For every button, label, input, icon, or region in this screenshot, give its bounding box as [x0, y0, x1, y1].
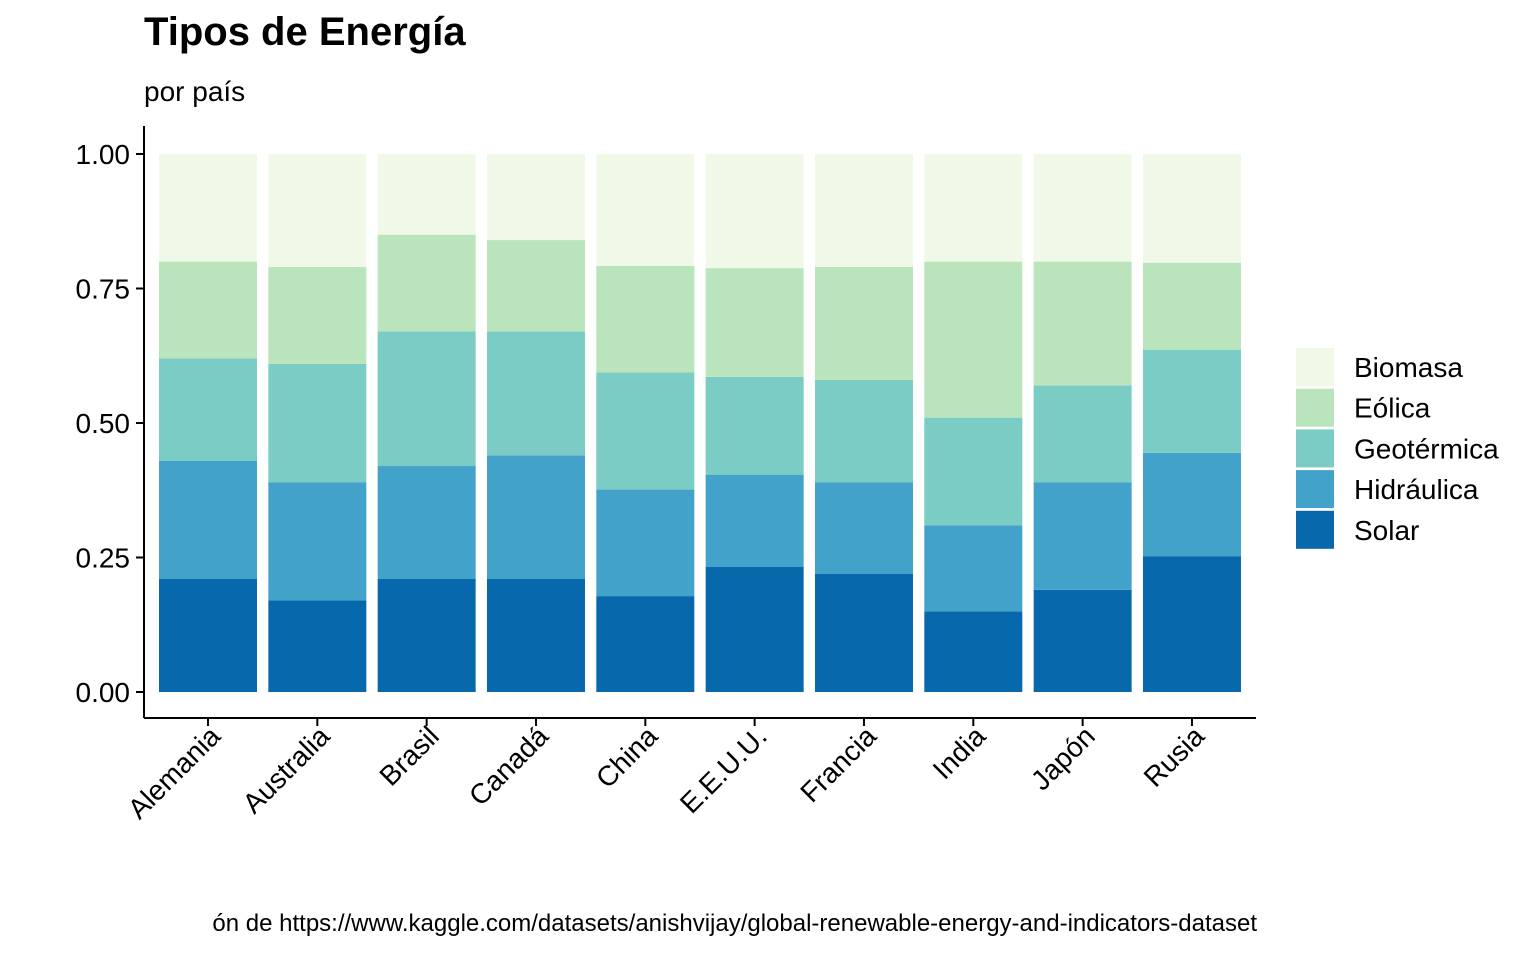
bar-segment-biomasa-rusia — [1142, 154, 1241, 263]
bar-segment-solar-australia — [268, 600, 367, 692]
bar-segment-biomasa-india — [924, 154, 1023, 262]
bar-segment-hidráulica-japón — [1033, 482, 1132, 590]
bar-segment-hidráulica-australia — [268, 482, 367, 601]
bar-segment-hidráulica-francia — [814, 482, 913, 574]
x-tick-label: Australia — [237, 720, 336, 819]
bar-segment-solar-japón — [1033, 589, 1132, 692]
legend-label: Biomasa — [1354, 352, 1463, 383]
legend-label: Geotérmica — [1354, 433, 1499, 464]
legend-key-biomasa — [1296, 348, 1334, 386]
bar-segment-biomasa-alemania — [159, 154, 257, 262]
y-tick-label: 0.00 — [76, 677, 131, 708]
bar-segment-geotérmica-india — [924, 417, 1023, 526]
legend-key-geotérmica — [1296, 429, 1334, 468]
bar-segment-geotérmica-rusia — [1142, 349, 1241, 453]
bar-segment-solar-rusia — [1142, 556, 1241, 692]
bar-segment-eólica-japón — [1033, 261, 1132, 386]
chart-subtitle: por país — [144, 76, 246, 107]
bar-segment-eólica-e.e.u.u. — [705, 268, 804, 377]
x-tick-label: E.E.U.U. — [674, 720, 773, 819]
bar-segment-biomasa-japón — [1033, 154, 1132, 262]
bar-segment-hidráulica-india — [924, 525, 1023, 612]
y-tick-label: 0.50 — [76, 408, 131, 439]
bar-segment-eólica-alemania — [159, 261, 257, 359]
bar-segment-biomasa-canadá — [486, 154, 585, 241]
bar-segment-hidráulica-alemania — [159, 460, 257, 580]
bar-segment-solar-china — [596, 596, 695, 692]
y-tick-label: 0.25 — [76, 543, 131, 574]
legend-label: Hidráulica — [1354, 474, 1479, 505]
bar-segment-solar-alemania — [159, 579, 257, 692]
bar-segment-eólica-francia — [814, 266, 913, 380]
bar-segment-solar-e.e.u.u. — [705, 567, 804, 692]
x-tick-label: Japón — [1025, 720, 1101, 796]
legend-label: Eólica — [1354, 393, 1431, 424]
bar-segment-biomasa-e.e.u.u. — [705, 154, 804, 269]
bar-segment-geotérmica-brasil — [377, 331, 476, 467]
bar-segment-geotérmica-japón — [1033, 385, 1132, 483]
bar-segment-geotérmica-francia — [814, 379, 913, 483]
x-tick-label: Rusia — [1138, 720, 1211, 793]
y-tick-label: 0.75 — [76, 274, 131, 305]
bar-segment-geotérmica-canadá — [486, 331, 585, 456]
bars-layer — [159, 154, 1241, 692]
bar-segment-hidráulica-canadá — [486, 455, 585, 580]
y-tick-label: 1.00 — [76, 139, 131, 170]
bar-segment-solar-canadá — [486, 579, 585, 692]
legend-key-eólica — [1296, 388, 1334, 427]
bar-segment-hidráulica-e.e.u.u. — [705, 474, 804, 568]
legend-key-hidráulica — [1296, 470, 1334, 509]
bar-segment-biomasa-china — [596, 154, 695, 266]
bar-segment-geotérmica-china — [596, 372, 695, 490]
chart-title: Tipos de Energía — [144, 10, 466, 54]
x-tick-label: Alemania — [122, 720, 227, 825]
bar-segment-eólica-canadá — [486, 240, 585, 332]
bar-segment-hidráulica-china — [596, 489, 695, 597]
legend: Biomasa Eólica Geotérmica Hidráulica Solar — [1296, 348, 1499, 549]
x-tick-label: India — [927, 720, 992, 785]
x-tick-label: Francia — [794, 720, 882, 808]
x-tick-label: Brasil — [373, 720, 444, 791]
bar-segment-eólica-india — [924, 261, 1023, 418]
bar-segment-eólica-rusia — [1142, 262, 1241, 350]
bar-segment-geotérmica-australia — [268, 363, 367, 483]
bar-segment-geotérmica-alemania — [159, 358, 257, 461]
bar-segment-solar-francia — [814, 573, 913, 692]
bar-segment-eólica-china — [596, 265, 695, 373]
bar-segment-geotérmica-e.e.u.u. — [705, 376, 804, 475]
bar-segment-eólica-brasil — [377, 234, 476, 332]
bar-segment-solar-india — [924, 611, 1023, 692]
bar-segment-biomasa-francia — [814, 154, 913, 267]
legend-key-solar — [1296, 510, 1334, 549]
bar-segment-solar-brasil — [377, 579, 476, 692]
legend-label: Solar — [1354, 515, 1419, 546]
x-tick-label: Canadá — [463, 720, 555, 812]
x-tick-label: China — [590, 720, 664, 794]
chart-caption: ón de https://www.kaggle.com/datasets/an… — [212, 910, 1257, 937]
bar-segment-biomasa-brasil — [377, 154, 476, 235]
bar-segment-biomasa-australia — [268, 154, 367, 267]
bar-segment-hidráulica-rusia — [1142, 452, 1241, 557]
bar-segment-hidráulica-brasil — [377, 466, 476, 580]
bar-segment-eólica-australia — [268, 266, 367, 364]
